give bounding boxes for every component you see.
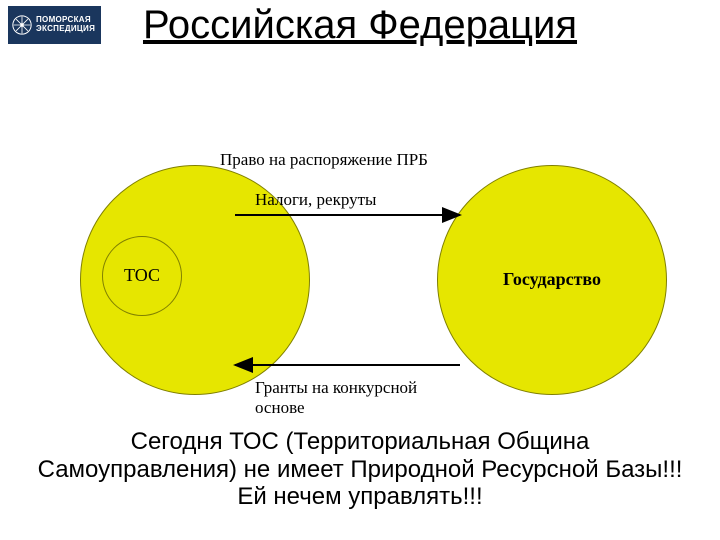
right-node-label: Государство — [482, 269, 622, 290]
arrow-top-label-below: Налоги, рекруты — [255, 190, 376, 210]
arrow-bottom-label-1: Гранты на конкурсной — [255, 378, 417, 398]
slide-title: Российская Федерация — [0, 2, 720, 48]
bottom-caption: Сегодня ТОС (Территориальная Община Само… — [0, 428, 720, 511]
arrow-bottom-label-2: основе — [255, 398, 305, 418]
left-node-label: ТОС — [112, 265, 172, 286]
arrow-top-label-above: Право на распоряжение ПРБ — [220, 150, 428, 170]
